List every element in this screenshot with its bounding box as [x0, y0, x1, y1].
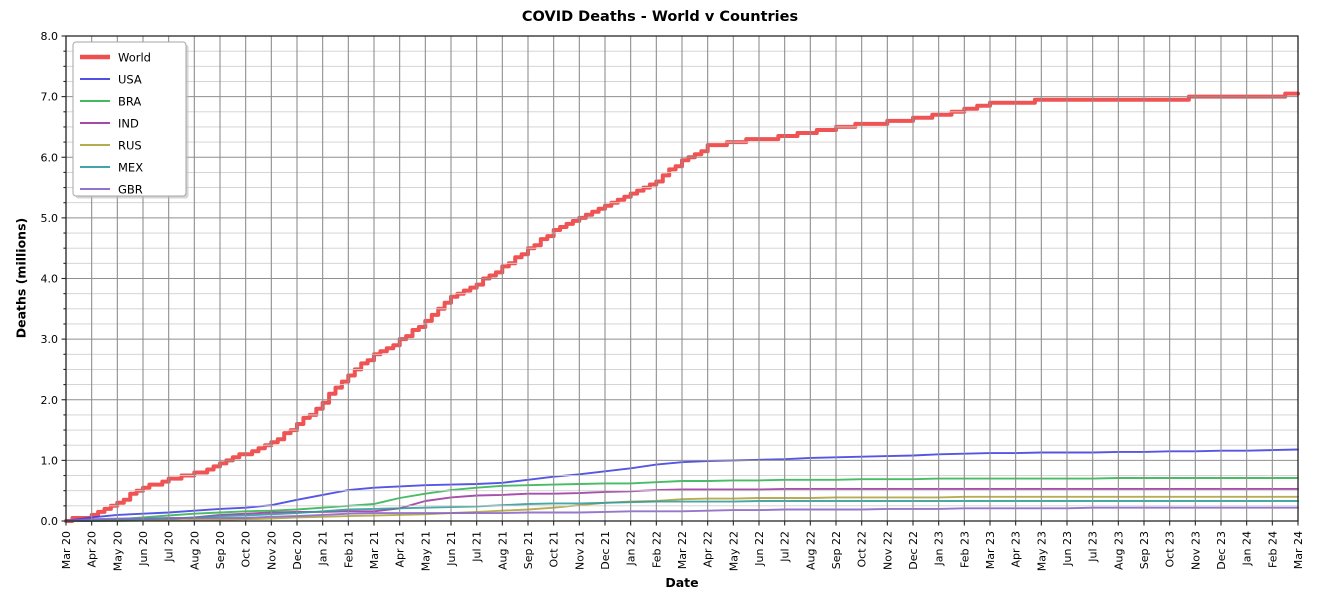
x-tick-label: Mar 22	[676, 531, 689, 569]
y-tick-label: 8.0	[41, 30, 59, 43]
x-tick-label: Nov 21	[573, 531, 586, 570]
legend-label-ind: IND	[118, 117, 139, 131]
x-tick-label: Jun 23	[1061, 531, 1074, 567]
x-tick-label: Nov 22	[881, 531, 894, 570]
x-tick-label: Mar 21	[368, 531, 381, 569]
legend-item-ind: IND	[80, 117, 139, 131]
x-tick-label: May 22	[727, 531, 740, 571]
x-tick-label: Sep 22	[830, 531, 843, 569]
x-tick-label: Sep 23	[1138, 531, 1151, 569]
x-tick-labels: Mar 20 Apr 20 May 20 Jun 20 Jul 20 Aug 20 Sep …	[60, 531, 1305, 571]
legend-item-rus: RUS	[80, 139, 142, 153]
x-tick-label: Apr 23	[1010, 531, 1023, 568]
x-tick-label: Dec 20	[291, 531, 304, 570]
x-tick-label: Jun 22	[753, 531, 766, 567]
x-tick-label: Feb 22	[650, 531, 663, 568]
x-tick-label: Oct 21	[548, 531, 561, 568]
x-tick-label: Dec 21	[599, 531, 612, 570]
legend-item-usa: USA	[80, 73, 142, 87]
x-tick-label: Jan 21	[317, 531, 330, 566]
x-tick-label: Sep 21	[522, 531, 535, 569]
x-tick-label: Apr 21	[394, 531, 407, 568]
x-tick-label: Apr 22	[702, 531, 715, 568]
legend-item-gbr: GBR	[80, 183, 143, 197]
x-tick-label: Jan 23	[933, 531, 946, 566]
x-tick-label: Jan 24	[1241, 531, 1254, 566]
y-tick-label: 5.0	[41, 212, 59, 225]
legend-label-rus: RUS	[118, 139, 142, 153]
y-tick-label: 1.0	[41, 454, 59, 467]
legend-label-world: World	[118, 51, 151, 65]
x-tick-label: Jun 21	[445, 531, 458, 567]
x-tick-label: Aug 22	[804, 531, 817, 570]
x-tick-label: Aug 21	[496, 531, 509, 570]
y-tick-label: 6.0	[41, 151, 59, 164]
x-tick-label: Mar 24	[1292, 531, 1305, 569]
x-tick-label: Oct 23	[1164, 531, 1177, 568]
x-tick-label: Jul 21	[471, 531, 484, 563]
legend-item-bra: BRA	[80, 95, 141, 109]
x-tick-label: Oct 20	[240, 531, 253, 568]
x-tick-label: Mar 20	[60, 531, 73, 569]
x-tick-label: Feb 23	[958, 531, 971, 568]
x-tick-label: Jan 22	[625, 531, 638, 566]
y-tick-label: 2.0	[41, 394, 59, 407]
x-tick-label: Aug 23	[1112, 531, 1125, 570]
major-gridlines	[65, 35, 1299, 522]
x-tick-label: Oct 22	[856, 531, 869, 568]
y-axis-label: Deaths (millions)	[13, 217, 29, 339]
x-tick-label: Sep 20	[214, 531, 227, 569]
legend-box	[72, 41, 187, 197]
chart-title: COVID Deaths - World v Countries	[521, 9, 799, 25]
legend-label-usa: USA	[118, 73, 142, 87]
y-tick-label: 3.0	[41, 333, 59, 346]
y-tick-labels: 0.0 1.0 2.0 3.0 4.0 5.0 6.0 7.0 8.0	[41, 30, 59, 528]
legend-item-world: World	[80, 51, 151, 65]
axis-ticks	[61, 35, 1299, 526]
legend-label-gbr: GBR	[118, 183, 143, 197]
x-tick-label: Dec 22	[907, 531, 920, 570]
x-tick-label: Feb 21	[342, 531, 355, 568]
legend-item-mex: MEX	[80, 161, 143, 175]
legend: World USA BRA IND RUS MEX GBR	[72, 41, 189, 199]
legend-label-mex: MEX	[118, 161, 143, 175]
y-tick-label: 0.0	[41, 515, 59, 528]
x-tick-label: Dec 23	[1215, 531, 1228, 570]
legend-label-bra: BRA	[118, 95, 141, 109]
x-tick-label: Jul 22	[779, 531, 792, 563]
x-tick-label: Aug 20	[188, 531, 201, 570]
x-tick-label: Jun 20	[137, 531, 150, 567]
x-tick-label: Feb 24	[1266, 531, 1279, 568]
x-tick-label: Nov 20	[265, 531, 278, 570]
series-line-world	[64, 91, 1300, 523]
x-tick-label: Mar 23	[984, 531, 997, 569]
y-tick-label: 4.0	[41, 273, 59, 286]
x-tick-label: May 23	[1035, 531, 1048, 571]
y-tick-label: 7.0	[41, 91, 59, 104]
x-tick-label: Apr 20	[86, 531, 99, 568]
x-tick-label: Nov 23	[1189, 531, 1202, 570]
x-axis-label: Date	[665, 575, 699, 590]
x-tick-label: May 21	[419, 531, 432, 571]
x-tick-label: May 20	[111, 531, 124, 571]
x-tick-label: Jul 20	[163, 531, 176, 563]
x-tick-label: Jul 23	[1087, 531, 1100, 563]
